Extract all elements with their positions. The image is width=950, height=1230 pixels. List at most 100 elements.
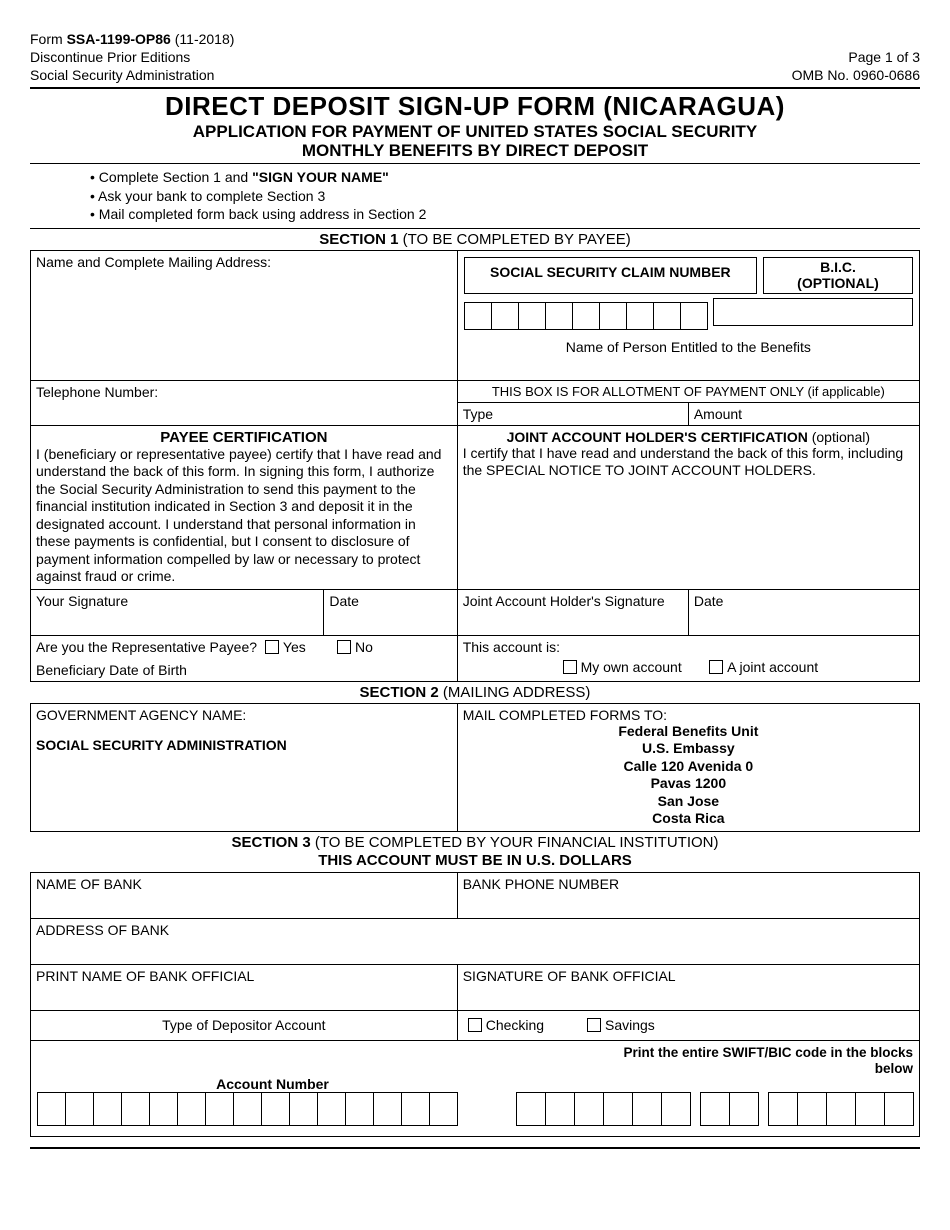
- joint-cert-title-bold: JOINT ACCOUNT HOLDER'S CERTIFICATION: [507, 429, 808, 445]
- bank-address-label: ADDRESS OF BANK: [36, 922, 169, 938]
- bene-dob-label: Beneficiary Date of Birth: [36, 662, 187, 678]
- official-sig-field[interactable]: SIGNATURE OF BANK OFFICIAL: [457, 964, 919, 1010]
- account-number-label: Account Number: [37, 1076, 508, 1092]
- swift-code-boxes[interactable]: [516, 1092, 913, 1126]
- allotment-label: THIS BOX IS FOR ALLOTMENT OF PAYMENT ONL…: [457, 380, 919, 402]
- page-indicator: Page 1 of 3: [792, 48, 920, 66]
- joint-account-label: A joint account: [727, 659, 818, 675]
- entitled-label: Name of Person Entitled to the Benefits: [457, 336, 919, 358]
- rep-payee-no-checkbox[interactable]: [337, 640, 351, 654]
- instruction-2: • Ask your bank to complete Section 3: [90, 187, 920, 206]
- entitled-name-field[interactable]: [457, 358, 919, 380]
- sig-date-label: Date: [329, 593, 359, 609]
- mail-addr-1: Federal Benefits Unit: [463, 723, 914, 741]
- section1-rest: (TO BE COMPLETED BY PAYEE): [398, 231, 630, 248]
- savings-checkbox[interactable]: [587, 1018, 601, 1032]
- joint-signature-label: Joint Account Holder's Signature: [463, 593, 665, 609]
- allot-type-field[interactable]: Type: [457, 402, 688, 425]
- header-left: Form SSA-1199-OP86 (11-2018) Discontinue…: [30, 30, 234, 85]
- bic-label: B.I.C. (OPTIONAL): [763, 257, 913, 294]
- name-address-field[interactable]: Name and Complete Mailing Address:: [31, 251, 458, 380]
- instruction-1a: • Complete Section 1 and: [90, 169, 252, 185]
- subtitle-line2: MONTHLY BENEFITS BY DIRECT DEPOSIT: [30, 141, 920, 161]
- section3-rest: (TO BE COMPLETED BY YOUR FINANCIAL INSTI…: [311, 834, 719, 851]
- bene-dob-field[interactable]: Beneficiary Date of Birth: [31, 659, 458, 682]
- name-address-label: Name and Complete Mailing Address:: [36, 254, 271, 270]
- header-right: Page 1 of 3 OMB No. 0960-0686: [792, 30, 920, 85]
- payee-certification: PAYEE CERTIFICATION I (beneficiary or re…: [31, 425, 458, 589]
- telephone-label: Telephone Number:: [36, 384, 158, 400]
- mail-addr-5: San Jose: [463, 793, 914, 811]
- joint-certification: JOINT ACCOUNT HOLDER'S CERTIFICATION (op…: [457, 425, 919, 589]
- bank-phone-field[interactable]: BANK PHONE NUMBER: [457, 872, 919, 918]
- ssn-label: SOCIAL SECURITY CLAIM NUMBER: [464, 257, 757, 294]
- instruction-1b: "SIGN YOUR NAME": [252, 169, 389, 185]
- joint-signature-field[interactable]: Joint Account Holder's Signature: [457, 589, 688, 635]
- allot-amount-label: Amount: [694, 406, 742, 422]
- rep-payee-row: Are you the Representative Payee? Yes No: [31, 635, 458, 659]
- form-header: Form SSA-1199-OP86 (11-2018) Discontinue…: [30, 30, 920, 85]
- rep-payee-yes-checkbox[interactable]: [265, 640, 279, 654]
- rep-payee-label: Are you the Representative Payee?: [36, 639, 257, 655]
- ssn-digit-boxes[interactable]: [464, 302, 707, 330]
- form-no-suffix: (11-2018): [171, 31, 235, 47]
- section1-table: Name and Complete Mailing Address: SOCIA…: [30, 250, 920, 682]
- bic-l2: (OPTIONAL): [768, 276, 908, 291]
- section2-header: SECTION 2 (MAILING ADDRESS): [30, 682, 920, 703]
- bank-name-field[interactable]: NAME OF BANK: [31, 872, 458, 918]
- mail-addr-3: Calle 120 Avenida 0: [463, 758, 914, 776]
- sig-date-field[interactable]: Date: [324, 589, 457, 635]
- payee-cert-text: I (beneficiary or representative payee) …: [36, 446, 452, 586]
- bank-phone-label: BANK PHONE NUMBER: [463, 876, 619, 892]
- joint-account-checkbox[interactable]: [709, 660, 723, 674]
- checking-checkbox[interactable]: [468, 1018, 482, 1032]
- allot-amount-field[interactable]: Amount: [688, 402, 919, 425]
- section2-table: GOVERNMENT AGENCY NAME: SOCIAL SECURITY …: [30, 703, 920, 832]
- mail-addr-2: U.S. Embassy: [463, 740, 914, 758]
- bic-input[interactable]: [713, 298, 913, 326]
- telephone-field[interactable]: Telephone Number:: [31, 380, 458, 425]
- this-account-label: This account is:: [463, 639, 914, 655]
- omb-number: OMB No. 0960-0686: [792, 66, 920, 84]
- own-account-checkbox[interactable]: [563, 660, 577, 674]
- account-number-cell: Print the entire SWIFT/BIC code in the b…: [31, 1041, 920, 1137]
- bank-name-label: NAME OF BANK: [36, 876, 142, 892]
- section1-header: SECTION 1 (TO BE COMPLETED BY PAYEE): [30, 229, 920, 250]
- savings-label: Savings: [605, 1017, 655, 1033]
- section2-bold: SECTION 2: [360, 684, 439, 701]
- section3-header: SECTION 3 (TO BE COMPLETED BY YOUR FINAN…: [30, 832, 920, 872]
- header-line3: Social Security Administration: [30, 66, 234, 84]
- allot-type-label: Type: [463, 406, 493, 422]
- mail-to-cell: MAIL COMPLETED FORMS TO: Federal Benefit…: [457, 703, 919, 831]
- no-label: No: [355, 639, 373, 655]
- joint-cert-text: I certify that I have read and understan…: [463, 445, 914, 480]
- instruction-3: • Mail completed form back using address…: [90, 205, 920, 224]
- mail-addr-4: Pavas 1200: [463, 775, 914, 793]
- your-signature-field[interactable]: Your Signature: [31, 589, 324, 635]
- section3-line2: THIS ACCOUNT MUST BE IN U.S. DOLLARS: [30, 852, 920, 870]
- main-title: DIRECT DEPOSIT SIGN-UP FORM (NICARAGUA): [30, 91, 920, 122]
- mail-to-label: MAIL COMPLETED FORMS TO:: [463, 707, 914, 723]
- joint-date-label: Date: [694, 593, 724, 609]
- own-account-label: My own account: [581, 659, 682, 675]
- swift-note: Print the entire SWIFT/BIC code in the b…: [613, 1045, 913, 1076]
- subtitle-line1: APPLICATION FOR PAYMENT OF UNITED STATES…: [30, 122, 920, 142]
- bank-address-field[interactable]: ADDRESS OF BANK: [31, 918, 920, 964]
- joint-date-field[interactable]: Date: [688, 589, 919, 635]
- your-signature-label: Your Signature: [36, 593, 128, 609]
- account-type-row: This account is: My own account A joint …: [457, 635, 919, 681]
- yes-label: Yes: [283, 639, 306, 655]
- gov-agency-cell: GOVERNMENT AGENCY NAME: SOCIAL SECURITY …: [31, 703, 458, 831]
- payee-cert-title: PAYEE CERTIFICATION: [36, 429, 452, 446]
- section2-rest: (MAILING ADDRESS): [439, 684, 591, 701]
- account-number-boxes[interactable]: [37, 1092, 508, 1126]
- checking-label: Checking: [486, 1017, 544, 1033]
- joint-cert-title-rest: (optional): [808, 429, 870, 445]
- form-no-bold: SSA-1199-OP86: [67, 31, 171, 47]
- gov-agency-name: SOCIAL SECURITY ADMINISTRATION: [36, 737, 452, 753]
- ssn-cell: SOCIAL SECURITY CLAIM NUMBER B.I.C. (OPT…: [457, 251, 919, 336]
- depositor-type-label-cell: Type of Depositor Account: [31, 1010, 458, 1040]
- mail-addr-6: Costa Rica: [463, 810, 914, 828]
- official-name-field[interactable]: PRINT NAME OF BANK OFFICIAL: [31, 964, 458, 1010]
- instructions: • Complete Section 1 and "SIGN YOUR NAME…: [30, 164, 920, 229]
